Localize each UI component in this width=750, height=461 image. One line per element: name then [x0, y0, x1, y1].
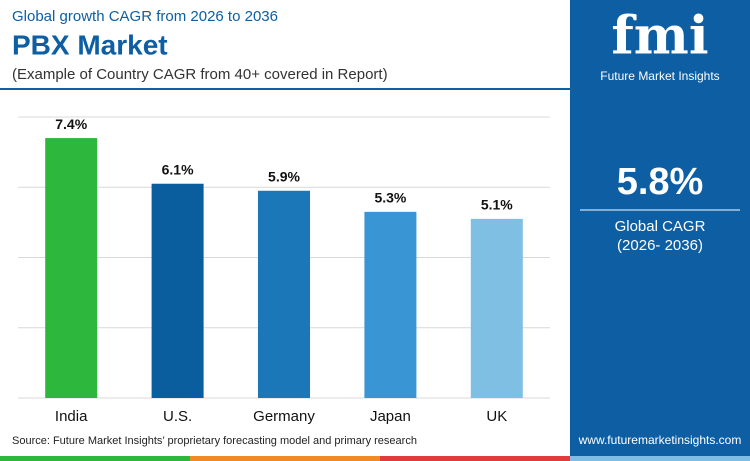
cagr-label: Global CAGR [615, 218, 706, 235]
url: www.futuremarketinsights.com [578, 433, 742, 447]
value-label: 5.9% [268, 168, 300, 184]
value-label: 5.1% [481, 197, 513, 213]
footer-strip [190, 456, 380, 461]
logo: fmi [611, 6, 708, 67]
footer-strip [380, 456, 570, 461]
kicker: Global growth CAGR from 2026 to 2036 [12, 8, 278, 25]
bar [258, 190, 310, 398]
value-label: 5.3% [374, 190, 406, 206]
value-label: 6.1% [162, 161, 194, 177]
bar [364, 211, 417, 398]
bar [45, 138, 98, 398]
x-tick-label: U.S. [163, 408, 192, 425]
footer-strip [0, 456, 190, 461]
footer-strip [570, 456, 750, 461]
source: Source: Future Market Insights’ propriet… [12, 435, 417, 447]
value-label: 7.4% [55, 116, 87, 132]
side-panel [570, 0, 750, 461]
x-tick-label: UK [486, 408, 507, 425]
cagr-value: 5.8% [617, 161, 704, 203]
x-tick-label: Germany [253, 408, 315, 425]
x-tick-label: India [55, 408, 88, 425]
brand: Future Market Insights [600, 69, 719, 83]
chart-title: PBX Market [12, 29, 168, 60]
bar [470, 218, 523, 398]
x-tick-label: Japan [370, 408, 411, 425]
bar [151, 183, 204, 398]
cagr-period: (2026- 2036) [617, 237, 703, 254]
chart-subtitle: (Example of Country CAGR from 40+ covere… [12, 66, 388, 83]
